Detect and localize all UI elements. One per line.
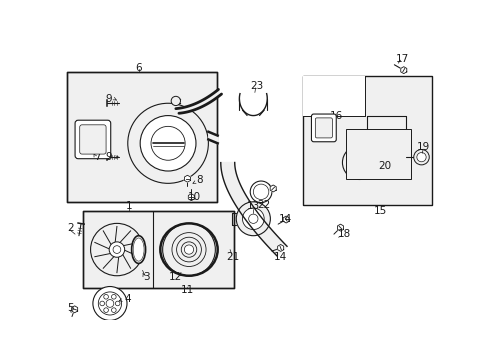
Bar	[67, 72, 217, 202]
Text: 6: 6	[135, 63, 142, 73]
Circle shape	[248, 214, 258, 223]
Circle shape	[163, 223, 215, 276]
Polygon shape	[270, 185, 276, 192]
Text: 3: 3	[143, 272, 149, 282]
Text: 14: 14	[279, 214, 292, 224]
Polygon shape	[220, 162, 286, 256]
Circle shape	[172, 233, 205, 266]
FancyBboxPatch shape	[315, 118, 332, 138]
Text: 11: 11	[181, 285, 194, 294]
Bar	[302, 76, 364, 116]
Circle shape	[106, 300, 114, 307]
Text: 14: 14	[273, 252, 286, 262]
FancyBboxPatch shape	[80, 125, 106, 154]
Text: 9: 9	[105, 94, 112, 104]
Circle shape	[184, 245, 193, 254]
Text: 13: 13	[246, 202, 260, 211]
Circle shape	[98, 292, 122, 315]
Text: 4: 4	[124, 294, 131, 304]
Text: 15: 15	[373, 206, 386, 216]
Circle shape	[111, 294, 116, 299]
Circle shape	[377, 148, 395, 166]
Circle shape	[416, 153, 425, 162]
Text: 23: 23	[249, 81, 263, 91]
Text: 7: 7	[94, 152, 101, 162]
Circle shape	[109, 242, 124, 257]
Bar	[302, 76, 431, 205]
Polygon shape	[337, 224, 343, 231]
Ellipse shape	[131, 236, 145, 264]
Circle shape	[93, 287, 127, 320]
Text: 5: 5	[67, 303, 74, 313]
Text: 2: 2	[67, 223, 74, 233]
Circle shape	[348, 152, 369, 173]
Text: 1: 1	[126, 202, 132, 211]
Circle shape	[140, 116, 196, 171]
Circle shape	[90, 223, 143, 276]
Text: 17: 17	[395, 54, 408, 64]
Polygon shape	[188, 194, 194, 201]
Circle shape	[111, 308, 116, 312]
Polygon shape	[184, 175, 190, 182]
Circle shape	[115, 301, 120, 306]
Bar	[346, 130, 410, 180]
Ellipse shape	[133, 238, 144, 261]
Text: 22: 22	[257, 200, 270, 210]
Circle shape	[151, 126, 185, 160]
Polygon shape	[71, 306, 78, 313]
Text: 9: 9	[105, 152, 112, 162]
Circle shape	[413, 149, 428, 165]
Text: 10: 10	[187, 192, 201, 202]
Circle shape	[242, 208, 264, 230]
Circle shape	[250, 181, 271, 203]
Circle shape	[100, 301, 104, 306]
Text: 19: 19	[416, 142, 429, 152]
Circle shape	[127, 103, 208, 183]
Circle shape	[171, 96, 180, 105]
Bar	[138, 112, 208, 182]
Circle shape	[236, 202, 270, 236]
FancyBboxPatch shape	[311, 114, 336, 142]
Text: 16: 16	[329, 111, 342, 121]
Text: 20: 20	[378, 161, 391, 171]
Text: 8: 8	[195, 175, 202, 185]
Text: 18: 18	[337, 229, 350, 239]
Circle shape	[103, 294, 108, 299]
Circle shape	[103, 308, 108, 312]
Circle shape	[342, 145, 376, 180]
Polygon shape	[277, 244, 283, 251]
FancyBboxPatch shape	[75, 120, 110, 159]
Text: 12: 12	[169, 272, 182, 282]
Polygon shape	[283, 216, 288, 223]
Circle shape	[253, 184, 268, 199]
Text: 21: 21	[226, 252, 239, 262]
Bar	[82, 211, 233, 288]
Circle shape	[370, 142, 401, 172]
Polygon shape	[400, 67, 406, 73]
Circle shape	[113, 246, 121, 253]
